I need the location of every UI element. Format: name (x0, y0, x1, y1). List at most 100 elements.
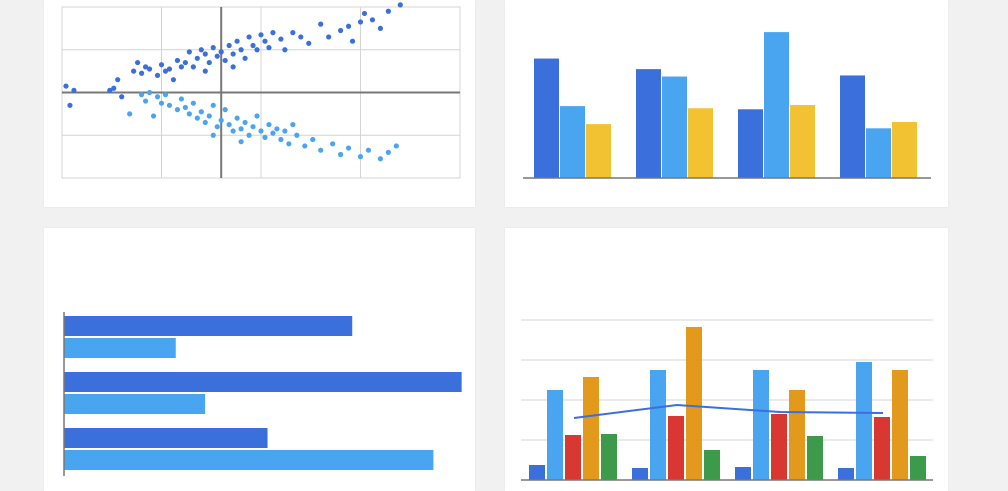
combo-bar (735, 467, 751, 480)
scatter-point-series-2 (142, 98, 149, 104)
scatter-point-series-1 (174, 57, 181, 64)
scatter-point-series-2 (150, 113, 157, 119)
scatter-point-series-2 (222, 107, 228, 113)
scatter-point-series-2 (365, 147, 372, 153)
column-bar (662, 76, 687, 178)
scatter-point-series-1 (170, 77, 177, 83)
scatter-point-series-2 (250, 124, 256, 130)
scatter-point-series-2 (393, 143, 399, 149)
scatter-point-series-1 (369, 17, 376, 23)
scatter-point-series-2 (254, 113, 260, 119)
combo-bar (910, 456, 926, 480)
scatter-point-series-2 (206, 113, 212, 119)
scatter-point-series-2 (262, 134, 268, 140)
scatter-point-series-1 (162, 68, 169, 74)
scatter-point-series-1 (142, 64, 149, 70)
scatter-point-series-1 (107, 87, 113, 93)
combo-bar (807, 436, 823, 480)
scatter-point-series-2 (146, 89, 153, 96)
combo-chart-card (505, 228, 948, 491)
horizontal-bar (64, 450, 434, 470)
scatter-point-series-1 (242, 55, 248, 61)
scatter-point-series-1 (278, 36, 284, 42)
scatter-point-series-1 (115, 77, 121, 83)
combo-bar (547, 390, 563, 480)
scatter-point-series-1 (186, 49, 192, 55)
scatter-point-series-1 (306, 40, 312, 46)
scatter-point-series-1 (318, 21, 324, 27)
horizontal-bar (64, 394, 206, 414)
scatter-point-series-1 (158, 62, 165, 68)
scatter-point-series-2 (178, 96, 184, 102)
scatter-point-series-1 (345, 23, 352, 29)
scatter-point-series-2 (274, 126, 280, 132)
column-bar (892, 121, 917, 178)
column-chart-card (505, 0, 948, 207)
scatter-point-series-2 (162, 92, 169, 98)
scatter-point-series-1 (119, 94, 125, 100)
scatter-point-series-1 (198, 47, 204, 53)
scatter-point-series-2 (158, 100, 165, 106)
combo-bar (668, 416, 684, 480)
combo-bar (686, 327, 702, 480)
scatter-point-series-2 (174, 107, 181, 113)
combo-bar (789, 390, 805, 480)
scatter-point-series-1 (206, 59, 212, 66)
scatter-point-series-2 (246, 132, 252, 138)
scatter-point-series-1 (190, 64, 196, 70)
horizontal-bar (64, 338, 176, 358)
combo-bar (753, 370, 769, 480)
scatter-point-series-1 (385, 8, 391, 14)
horizontal-bar (64, 372, 462, 392)
combo-bar (874, 417, 890, 480)
scatter-point-series-1 (290, 30, 296, 36)
scatter-point-series-2 (266, 121, 272, 128)
scatter-point-series-2 (190, 100, 196, 106)
scatter-chart (61, 2, 461, 179)
scatter-point-series-1 (377, 25, 383, 31)
scatter-point-series-2 (226, 121, 232, 128)
scatter-point-series-1 (154, 72, 161, 78)
combo-bar (892, 370, 908, 480)
scatter-point-series-1 (166, 66, 173, 72)
combo-bar (601, 434, 617, 480)
column-bar (534, 58, 559, 178)
column-chart (523, 32, 931, 179)
scatter-point-series-1 (139, 70, 145, 76)
horizontal-bar-chart-card (44, 228, 475, 491)
scatter-point-series-1 (246, 34, 252, 40)
scatter-point-series-2 (345, 145, 352, 151)
scatter-point-series-1 (258, 32, 264, 38)
scatter-point-series-2 (294, 132, 300, 138)
scatter-point-series-1 (266, 45, 272, 51)
scatter-point-series-1 (349, 38, 356, 44)
column-bar (790, 105, 815, 178)
scatter-point-series-1 (361, 10, 368, 17)
scatter-point-series-1 (214, 53, 220, 59)
scatter-point-series-1 (357, 19, 364, 25)
scatter-point-series-2 (385, 149, 391, 155)
scatter-point-series-1 (254, 47, 260, 53)
scatter-point-series-2 (302, 143, 308, 149)
scatter-point-series-2 (310, 136, 316, 143)
scatter-point-series-2 (230, 128, 236, 134)
horizontal-bar-chart (63, 312, 462, 476)
horizontal-bar (64, 316, 353, 336)
scatter-point-series-1 (202, 51, 208, 57)
combo-bar (771, 414, 787, 480)
scatter-point-series-1 (131, 68, 137, 74)
scatter-point-series-1 (238, 47, 244, 53)
scatter-point-series-1 (67, 102, 73, 108)
scatter-point-series-1 (270, 30, 276, 36)
scatter-point-series-2 (194, 115, 200, 121)
combo-bar (650, 370, 666, 480)
scatter-point-series-2 (127, 111, 133, 117)
scatter-point-series-2 (282, 128, 288, 134)
combo-bar (838, 468, 854, 480)
combo-bar (632, 468, 648, 480)
scatter-point-series-1 (182, 59, 188, 66)
column-bar (688, 108, 713, 178)
horizontal-bar (64, 428, 268, 448)
combo-chart (521, 319, 933, 481)
scatter-point-series-1 (202, 68, 208, 74)
